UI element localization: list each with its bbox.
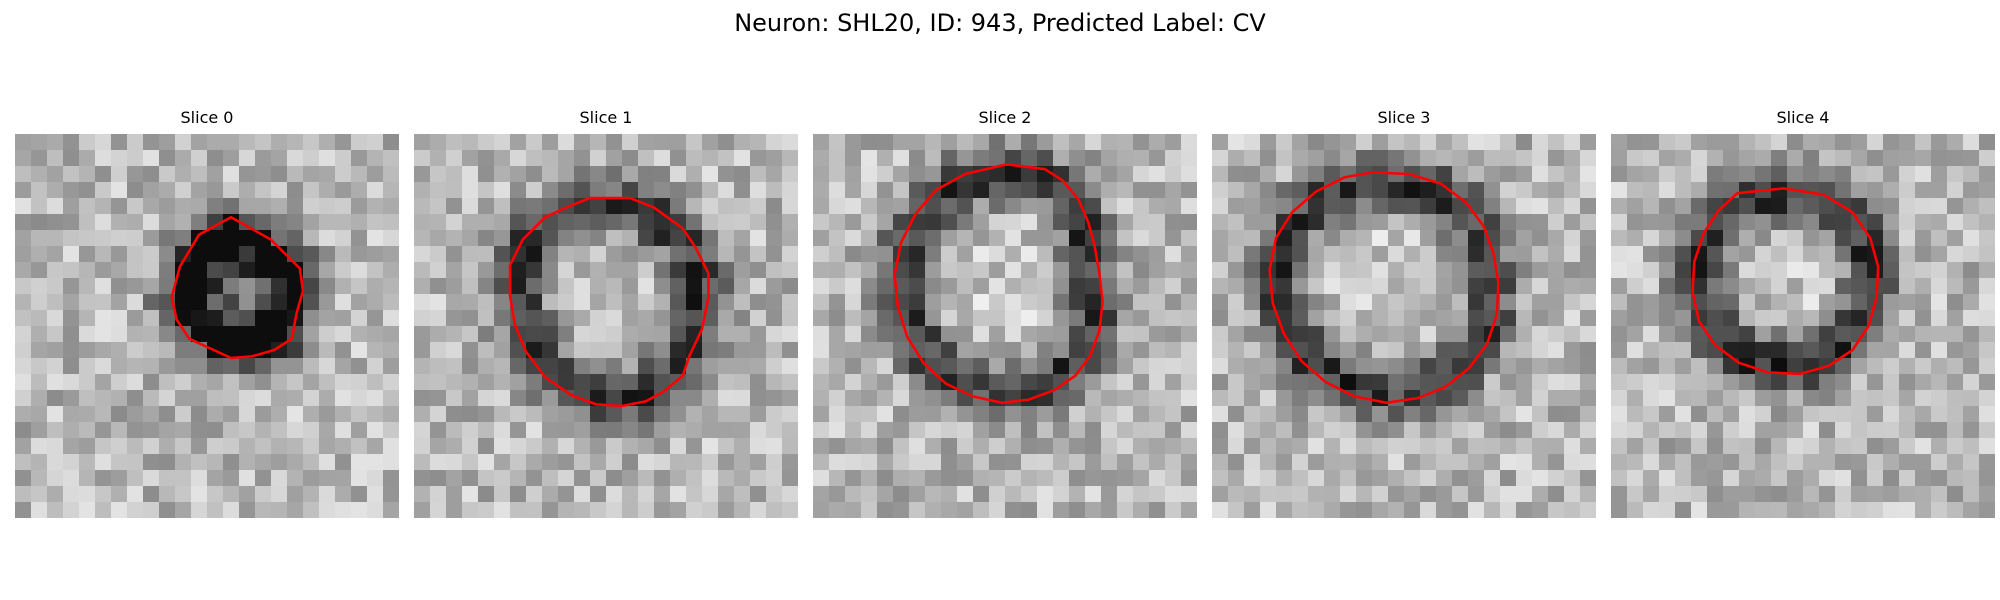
slice-title: Slice 4 bbox=[1776, 108, 1830, 127]
segmentation-contour bbox=[170, 215, 305, 360]
slice-image-canvas bbox=[813, 134, 1197, 518]
segmentation-contour bbox=[1268, 171, 1500, 405]
slice-image bbox=[1611, 134, 1995, 518]
slice-title: Slice 3 bbox=[1377, 108, 1431, 127]
segmentation-contour bbox=[893, 163, 1104, 405]
slice-image-canvas bbox=[414, 134, 798, 518]
slice-image bbox=[813, 134, 1197, 518]
segmentation-contour bbox=[508, 196, 710, 408]
slice-title: Slice 2 bbox=[978, 108, 1032, 127]
slice-image bbox=[15, 134, 399, 518]
slice-title: Slice 1 bbox=[579, 108, 633, 127]
figure-title: Neuron: SHL20, ID: 943, Predicted Label:… bbox=[734, 9, 1266, 37]
slice-image bbox=[1212, 134, 1596, 518]
slice-image bbox=[414, 134, 798, 518]
slice-title: Slice 0 bbox=[180, 108, 234, 127]
slice-image-canvas bbox=[1611, 134, 1995, 518]
slice-image-canvas bbox=[15, 134, 399, 518]
slice-image-canvas bbox=[1212, 134, 1596, 518]
segmentation-contour bbox=[1691, 187, 1880, 376]
